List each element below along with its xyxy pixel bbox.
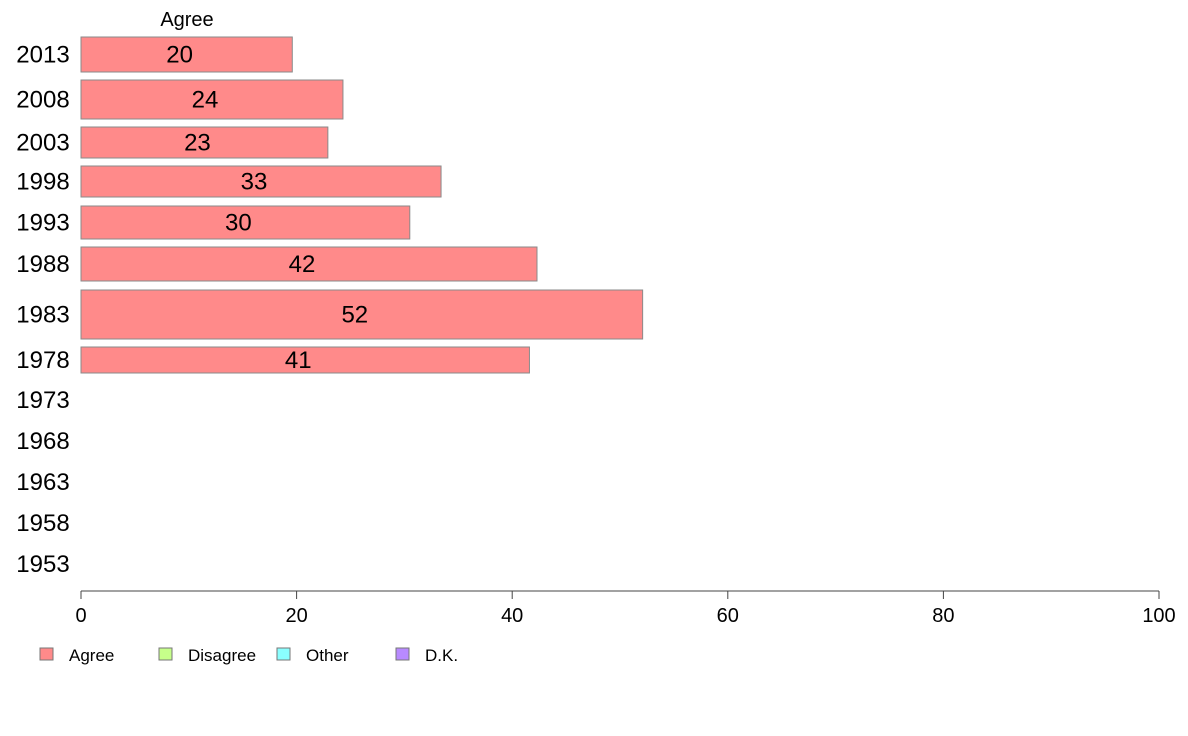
category-label-1993: 1993 xyxy=(16,210,69,237)
data-label-1978: 41 xyxy=(285,347,312,374)
category-label-1973: 1973 xyxy=(16,387,69,414)
category-label-1963: 1963 xyxy=(16,469,69,496)
legend-label-dk: D.K. xyxy=(425,646,458,665)
category-label-1953: 1953 xyxy=(16,551,69,578)
legend: Agree Disagree Other D.K. xyxy=(39,646,458,665)
category-labels: 2013 2008 2003 1998 1993 1988 1983 1978 1973 1968… xyxy=(16,42,69,579)
category-label-1998: 1998 xyxy=(16,169,69,196)
data-label-2003: 23 xyxy=(184,130,211,157)
legend-label-disagree: Disagree xyxy=(188,646,256,665)
bar-agree-1998 xyxy=(80,165,442,198)
bar-agree-1993 xyxy=(80,205,411,240)
x-tick-label-80: 80 xyxy=(932,605,954,627)
category-label-1988: 1988 xyxy=(16,251,69,278)
data-label-2013: 20 xyxy=(166,42,193,69)
data-label-1983: 52 xyxy=(341,302,368,329)
legend-label-other: Other xyxy=(306,646,349,665)
data-label-1988: 42 xyxy=(289,251,316,278)
x-tick-label-0: 0 xyxy=(75,605,86,627)
x-axis: 0 20 40 60 80 100 xyxy=(75,590,1176,627)
data-label-2008: 24 xyxy=(192,87,219,114)
x-tick-label-20: 20 xyxy=(285,605,307,627)
bar-agree-2003 xyxy=(80,126,329,159)
legend-swatch-agree xyxy=(39,647,54,661)
category-label-1968: 1968 xyxy=(16,428,69,455)
legend-swatch-dk xyxy=(395,647,410,661)
bar-agree-2008 xyxy=(80,79,344,120)
legend-swatch-disagree xyxy=(158,647,173,661)
bar-agree-1988 xyxy=(80,246,538,282)
bar-agree-1983 xyxy=(80,289,644,340)
x-tick-label-40: 40 xyxy=(501,605,523,627)
column-header: Agree xyxy=(160,9,213,31)
data-label-1993: 30 xyxy=(225,210,252,237)
bar-agree-1978 xyxy=(80,346,530,374)
bars-group: 20 24 23 33 30 42 52 41 xyxy=(80,36,644,374)
x-tick-label-100: 100 xyxy=(1142,605,1175,627)
category-label-1983: 1983 xyxy=(16,302,69,329)
bar-agree-2013 xyxy=(80,36,293,73)
legend-label-agree: Agree xyxy=(69,646,114,665)
category-label-1958: 1958 xyxy=(16,510,69,537)
data-label-1998: 33 xyxy=(241,169,268,196)
category-label-2008: 2008 xyxy=(16,87,69,114)
category-label-2003: 2003 xyxy=(16,130,69,157)
x-tick-label-60: 60 xyxy=(717,605,739,627)
legend-swatch-other xyxy=(276,647,291,661)
category-label-1978: 1978 xyxy=(16,347,69,374)
category-label-2013: 2013 xyxy=(16,42,69,69)
